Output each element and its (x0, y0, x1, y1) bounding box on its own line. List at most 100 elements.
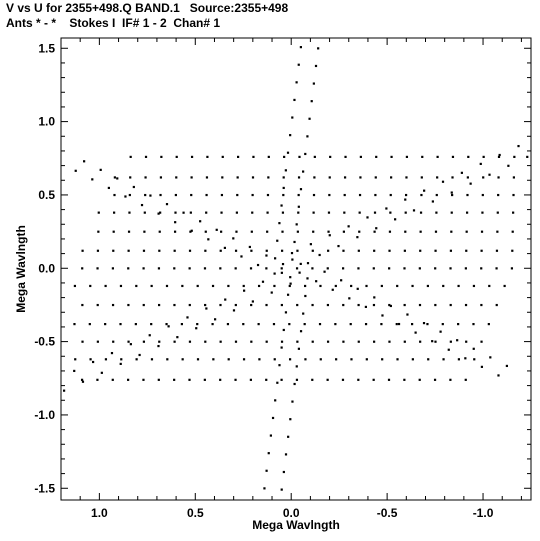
uv-point (159, 193, 162, 197)
uv-point (297, 176, 301, 179)
uv-point (174, 193, 177, 197)
uv-point (426, 323, 429, 326)
uv-point (449, 249, 453, 252)
uv-point (280, 340, 284, 343)
uv-point (127, 267, 130, 270)
uv-point (511, 230, 514, 233)
uv-point (278, 364, 281, 367)
uv-point (113, 176, 116, 179)
uv-point (211, 323, 214, 326)
uv-point (234, 303, 237, 307)
uv-point (173, 303, 176, 307)
uv-point (340, 279, 343, 282)
uv-point (364, 323, 368, 326)
uv-point (157, 344, 160, 348)
uv-point (113, 193, 116, 197)
uv-point (460, 171, 463, 174)
uv-point (128, 193, 131, 197)
uv-point (89, 284, 92, 288)
uv-point (119, 284, 123, 288)
y-tick-label: -1.5 (34, 481, 55, 495)
uv-point (265, 340, 268, 343)
uv-point (119, 362, 122, 366)
uv-point (433, 378, 437, 381)
uv-point (488, 284, 491, 288)
uv-point (464, 378, 467, 381)
uv-point (498, 153, 501, 157)
uv-point (127, 340, 130, 343)
uv-point (481, 193, 484, 197)
uv-point (419, 230, 422, 233)
uv-point (127, 378, 130, 381)
uv-point (97, 211, 100, 214)
uv-point (342, 249, 345, 252)
uv-point (344, 155, 347, 158)
uv-point (319, 358, 322, 361)
x-tick-label: 1.0 (91, 506, 108, 520)
uv-point (219, 340, 222, 343)
uv-point (280, 271, 283, 274)
uv-point (116, 177, 119, 180)
uv-point (128, 211, 131, 214)
uv-point (419, 249, 422, 252)
uv-point (480, 303, 483, 307)
uv-point (472, 284, 476, 288)
uv-point (111, 303, 115, 307)
uv-point (188, 267, 191, 270)
uv-point (289, 276, 292, 279)
uv-point (472, 347, 475, 350)
uv-point (181, 358, 184, 361)
uv-point (196, 358, 200, 361)
uv-point (434, 340, 437, 343)
uv-point (96, 267, 99, 270)
uv-point (280, 346, 283, 349)
uv-point (373, 340, 376, 343)
uv-point (280, 488, 283, 491)
uv-point (286, 151, 290, 154)
uv-point (427, 358, 430, 361)
uv-point (248, 245, 251, 249)
uv-point (434, 230, 438, 233)
uv-point (91, 360, 95, 364)
uv-point (388, 267, 391, 270)
uv-point (256, 263, 260, 267)
uv-point (291, 400, 294, 403)
uv-point (326, 378, 329, 381)
uv-point (489, 356, 492, 359)
uv-point (395, 323, 398, 326)
uv-point (157, 378, 160, 381)
uv-point (157, 303, 161, 307)
uv-point (288, 323, 291, 326)
uv-point (297, 211, 300, 214)
uv-point (373, 230, 376, 233)
uv-point (89, 358, 92, 361)
uv-point (495, 249, 499, 252)
uv-point (190, 155, 194, 158)
uv-point (143, 211, 146, 214)
uv-point (267, 176, 270, 179)
uv-point (276, 381, 279, 384)
uv-point (388, 340, 391, 343)
uv-point (134, 323, 137, 326)
uv-point (481, 211, 484, 214)
uv-point (261, 280, 265, 283)
uv-point (107, 186, 110, 190)
uv-point (242, 323, 245, 326)
uv-point (298, 271, 301, 274)
uv-point (389, 211, 392, 214)
uv-point (381, 314, 384, 317)
uv-point (207, 238, 210, 241)
uv-point (306, 135, 309, 138)
uv-point (221, 176, 224, 179)
uv-point (284, 453, 288, 456)
uv-point (380, 323, 383, 326)
chart-subtitle: Ants * - * Stokes I IF# 1 - 2 Chan# 1 (6, 16, 221, 30)
uv-point (495, 267, 498, 270)
y-tick-label: -1.0 (34, 408, 55, 422)
uv-point (441, 180, 445, 183)
uv-point (357, 340, 360, 343)
uv-point (420, 176, 423, 179)
uv-point (357, 267, 360, 270)
uv-point (127, 249, 130, 252)
